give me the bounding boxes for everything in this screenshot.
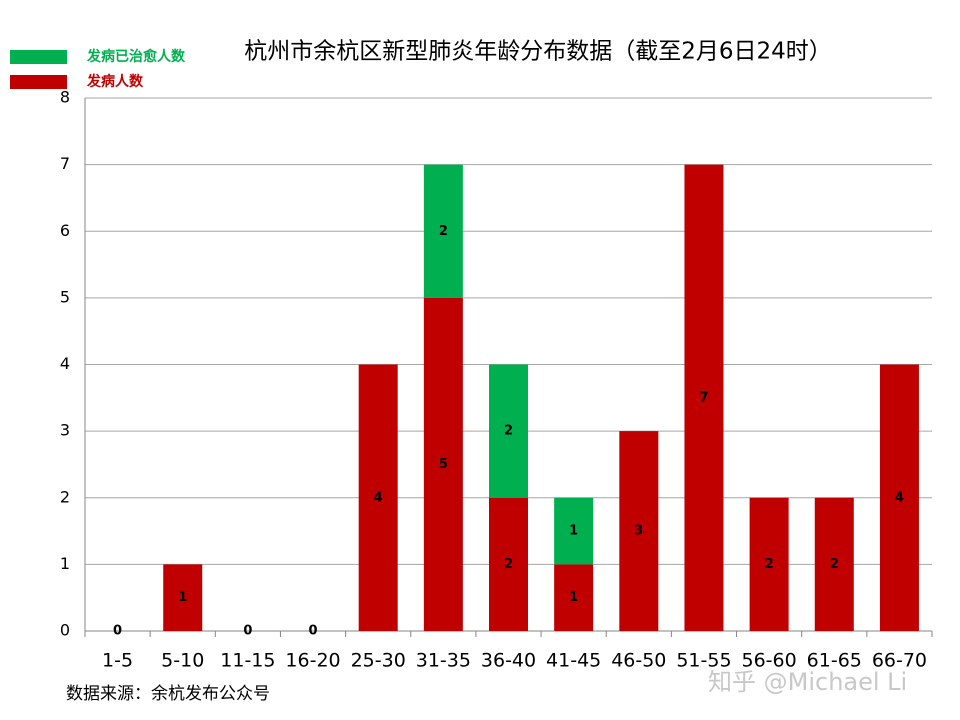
bar-segment [358,364,398,631]
data-label: 5 [439,457,448,472]
x-tick-label: 61-65 [807,650,862,672]
y-tick-label: 6 [60,221,70,240]
y-tick-label: 3 [60,421,70,440]
x-tick-label: 1-5 [102,650,133,672]
legend-label: 发病人数 [86,73,144,90]
bar-segment [489,364,528,498]
bar-segment [423,164,463,298]
data-label: 0 [113,624,122,639]
x-tick-label: 5-10 [161,650,204,672]
y-tick-label: 5 [60,287,70,306]
legend-swatch [10,75,67,89]
source-note: 数据来源：余杭发布公众号 [66,684,270,704]
data-label: 4 [374,490,383,505]
data-label: 2 [504,557,513,572]
data-label: 1 [178,590,187,605]
x-tick-label: 46-50 [611,650,666,672]
x-tick-label: 16-20 [285,650,340,672]
x-tick-label: 41-45 [546,650,601,672]
data-label: 0 [243,624,252,639]
y-tick-label: 1 [60,554,70,573]
y-tick-label: 8 [60,88,70,107]
bar-segment [879,364,919,631]
x-tick-label: 51-55 [676,650,731,672]
data-label: 1 [569,590,578,605]
data-label: 1 [569,524,578,539]
bar-segment [489,497,528,631]
x-tick-label: 66-70 [872,650,927,672]
bar-segment [619,431,659,631]
data-label: 7 [699,390,708,405]
y-tick-label: 0 [60,621,70,640]
data-label: 2 [439,224,448,239]
y-tick-label: 7 [60,154,70,173]
bar-segment [684,164,724,631]
watermark: 知乎 @Michael Li [708,668,907,696]
data-label: 0 [309,624,318,639]
data-label: 4 [895,490,904,505]
y-tick-label: 4 [60,354,70,373]
legend-label: 发病已治愈人数 [86,48,186,65]
chart-title: 杭州市余杭区新型肺炎年龄分布数据（截至2月6日24时） [244,39,832,65]
bar-segment [814,497,854,631]
data-label: 2 [504,424,513,439]
data-label: 2 [765,557,774,572]
x-tick-label: 11-15 [220,650,275,672]
x-tick-label: 25-30 [351,650,406,672]
bar-segment [554,497,594,565]
data-label: 3 [634,524,643,539]
bar-segment [554,564,594,631]
bar-segment [163,564,203,631]
data-label: 2 [830,557,839,572]
x-tick-label: 56-60 [742,650,797,672]
y-tick-label: 2 [60,487,70,506]
bar-segment [749,497,789,631]
x-tick-label: 36-40 [481,650,536,672]
x-tick-label: 31-35 [416,650,471,672]
bar-segment [423,297,463,631]
legend-swatch [10,50,67,64]
